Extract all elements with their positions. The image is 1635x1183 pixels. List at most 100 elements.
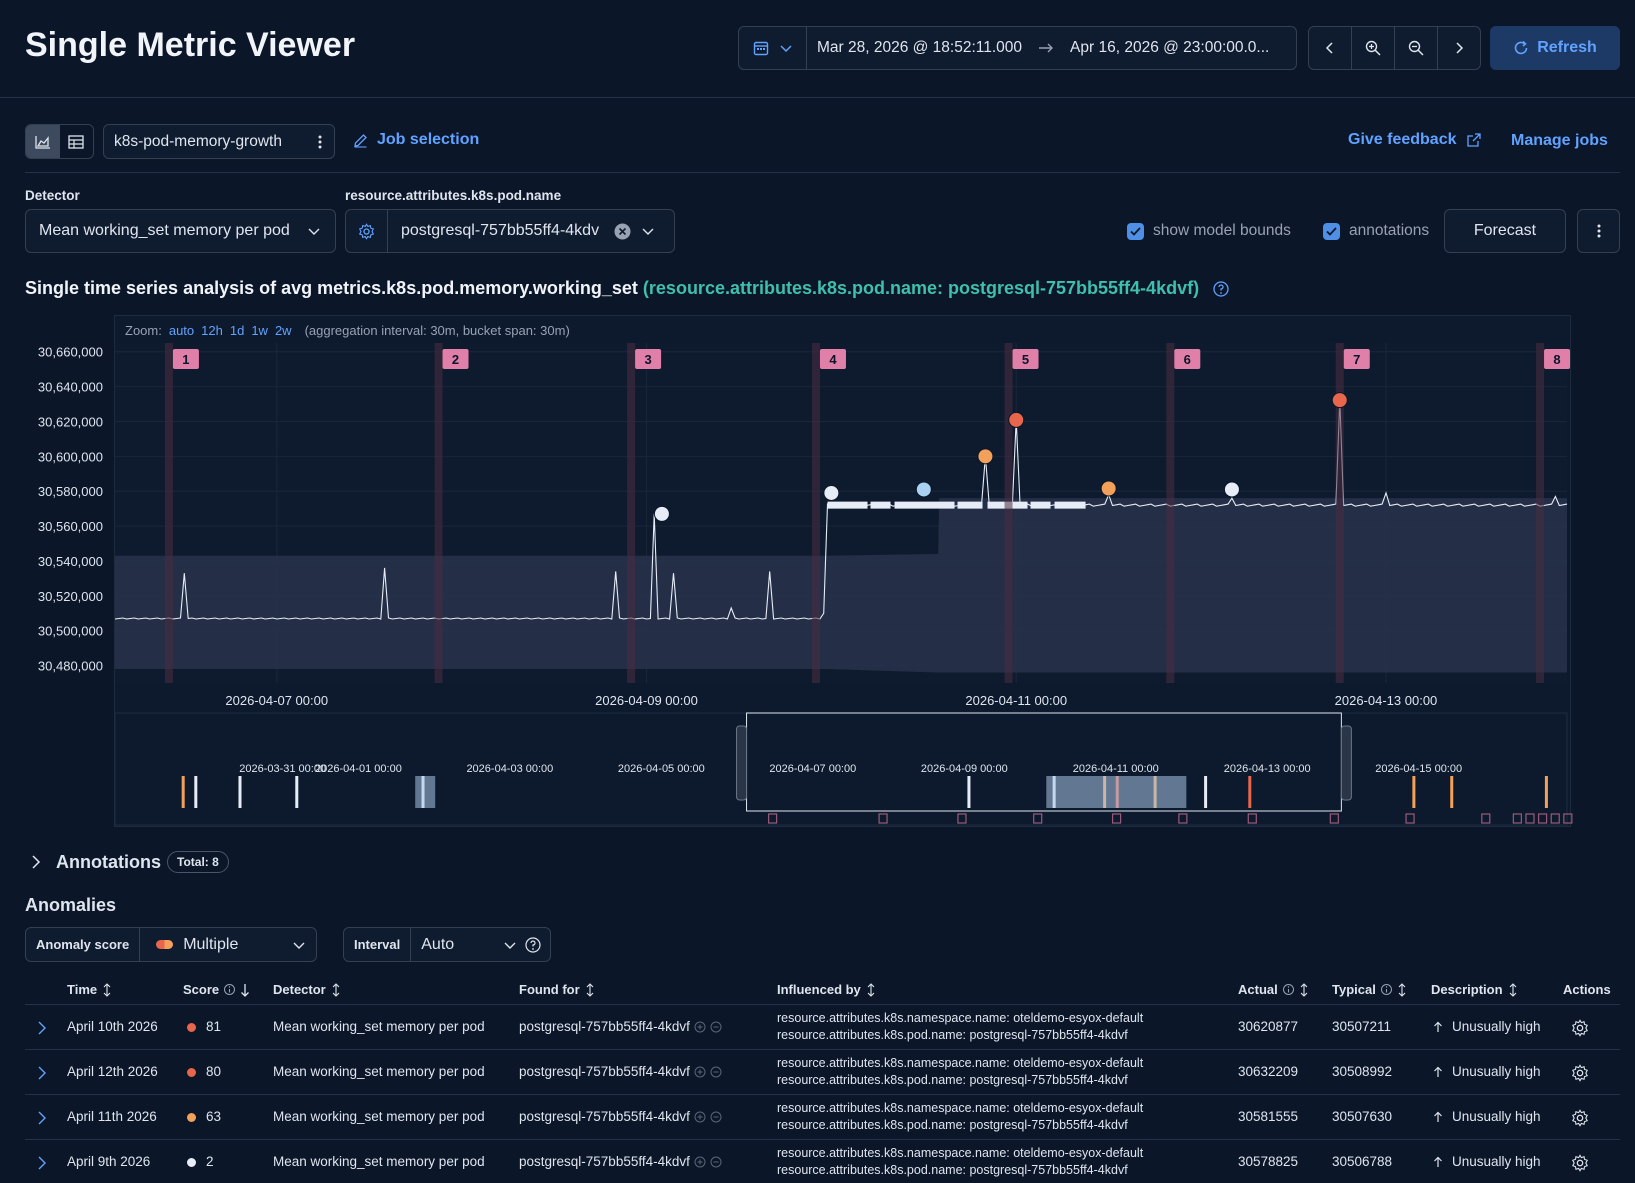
col-description-label: Description (1431, 982, 1503, 997)
chevron-right-icon (30, 855, 42, 869)
entity-settings-button[interactable] (346, 210, 388, 252)
row-time: April 9th 2026 (67, 1154, 151, 1169)
zoom-out-button[interactable] (1395, 27, 1438, 69)
chevron-left-icon (1323, 41, 1337, 55)
show-model-bounds-label: show model bounds (1153, 222, 1291, 239)
end-date[interactable]: Apr 16, 2026 @ 23:00:00.0... (1070, 39, 1270, 56)
annotation-band (627, 343, 636, 683)
gear-icon[interactable] (1571, 1154, 1589, 1172)
y-tick-label: 30,500,000 (38, 624, 103, 639)
row-typical: 30506788 (1332, 1154, 1393, 1169)
detector-select[interactable]: Mean working_set memory per pod (25, 209, 336, 253)
y-tick-label: 30,560,000 (38, 519, 103, 534)
filter-plus-icon[interactable] (694, 1111, 706, 1123)
job-selection-link[interactable]: Job selection (353, 131, 479, 149)
y-tick-label: 30,540,000 (38, 554, 103, 569)
anomaly-explorer-button[interactable] (60, 125, 94, 158)
annotation-label: 1 (182, 352, 189, 367)
next-button[interactable] (1438, 27, 1480, 69)
gear-icon[interactable] (1571, 1064, 1589, 1082)
annotations-checkbox[interactable]: annotations (1323, 222, 1429, 240)
col-actual[interactable]: Actual (1238, 982, 1309, 997)
annotations-toggle-label: annotations (1349, 222, 1430, 239)
refresh-icon (1513, 40, 1529, 56)
score-dot (187, 1157, 196, 1167)
filter-minus-icon[interactable] (710, 1111, 722, 1123)
zoom-2w[interactable]: 2w (274, 323, 292, 338)
help-icon[interactable] (525, 936, 541, 953)
quick-select-button[interactable] (739, 27, 807, 69)
zoom-auto[interactable]: auto (168, 323, 195, 338)
context-anomaly-mark (181, 776, 185, 808)
y-tick-label: 30,520,000 (38, 589, 103, 604)
chart[interactable]: 30,660,000 30,640,000 30,620,000 30,600,000… (0, 0, 1635, 840)
zoom-1d[interactable]: 1d (229, 323, 245, 338)
filter-minus-icon[interactable] (710, 1066, 722, 1078)
row-detector: Mean working_set memory per pod (273, 1109, 485, 1124)
col-description[interactable]: Description (1431, 982, 1518, 997)
sort-icon (102, 982, 112, 997)
chevron-right-icon (1452, 41, 1466, 55)
filter-plus-icon[interactable] (694, 1021, 706, 1033)
detector-label: Detector (25, 188, 80, 203)
info-icon (1380, 984, 1392, 995)
context-annotation-marker (1550, 813, 1560, 824)
expand-row-icon[interactable] (37, 1021, 47, 1035)
row-found-for-value: postgresql-757bb55ff4-4kdvf (519, 1154, 690, 1169)
y-tick-label: 30,480,000 (38, 659, 103, 674)
model-bounds-band (115, 498, 1567, 673)
entity-select[interactable]: postgresql-757bb55ff4-4kdv (345, 209, 675, 253)
expand-row-icon[interactable] (37, 1156, 47, 1170)
zoom-in-button[interactable] (1352, 27, 1395, 69)
anomaly-score-filter[interactable]: Anomaly score Multiple (25, 927, 317, 962)
refresh-button[interactable]: Refresh (1490, 26, 1620, 70)
expand-row-icon[interactable] (37, 1066, 47, 1080)
manage-jobs-link[interactable]: Manage jobs (1511, 132, 1608, 149)
date-picker[interactable]: Mar 28, 2026 @ 18:52:11.000 Apr 16, 2026… (738, 26, 1297, 70)
zoom-out-icon (1408, 40, 1424, 56)
context-annotation-marker (1512, 813, 1522, 824)
more-vertical-icon[interactable] (318, 135, 322, 149)
col-typical[interactable]: Typical (1332, 982, 1407, 997)
col-influenced-by[interactable]: Influenced by (777, 982, 876, 997)
annotation-label-box (442, 349, 469, 369)
zoom-12h[interactable]: 12h (201, 323, 223, 338)
gear-icon[interactable] (1571, 1109, 1589, 1127)
filter-minus-icon[interactable] (710, 1021, 722, 1033)
interval-value: Auto (421, 935, 455, 953)
previous-button[interactable] (1309, 27, 1352, 69)
filter-plus-icon[interactable] (694, 1156, 706, 1168)
help-icon[interactable] (1213, 280, 1229, 297)
context-annotation-marker (957, 813, 967, 824)
give-feedback-link[interactable]: Give feedback (1348, 131, 1481, 149)
filter-minus-icon[interactable] (710, 1156, 722, 1168)
context-annotation-marker (768, 813, 778, 824)
annotations-accordion[interactable]: Annotations Total: 8 (30, 851, 229, 873)
context-annotation-marker (1405, 813, 1415, 824)
zoom-label: Zoom: (125, 323, 162, 338)
zoom-1w[interactable]: 1w (251, 323, 268, 338)
calendar-icon (753, 40, 769, 56)
row-detector: Mean working_set memory per pod (273, 1064, 485, 1079)
col-score[interactable]: Score (183, 982, 250, 997)
expand-row-icon[interactable] (37, 1111, 47, 1125)
show-model-bounds-checkbox[interactable]: show model bounds (1127, 222, 1291, 240)
job-id-badge[interactable]: k8s-pod-memory-growth (103, 124, 335, 159)
col-found-for[interactable]: Found for (519, 982, 595, 997)
chevron-down-icon (503, 938, 517, 952)
row-influencer-pod: resource.attributes.k8s.pod.name: postgr… (777, 1028, 1128, 1042)
more-actions-button[interactable] (1577, 209, 1620, 253)
row-influencer-pod: resource.attributes.k8s.pod.name: postgr… (777, 1163, 1128, 1177)
forecast-button[interactable]: Forecast (1444, 209, 1566, 253)
row-time: April 12th 2026 (67, 1064, 158, 1079)
gear-icon[interactable] (1571, 1019, 1589, 1037)
filter-plus-icon[interactable] (694, 1066, 706, 1078)
interval-filter[interactable]: Interval Auto (343, 927, 551, 962)
col-detector[interactable]: Detector (273, 982, 341, 997)
start-date[interactable]: Mar 28, 2026 @ 18:52:11.000 (817, 39, 1023, 56)
row-description: Unusually high (1433, 1019, 1541, 1034)
clear-icon[interactable] (614, 223, 631, 240)
single-metric-view-button[interactable] (26, 125, 60, 158)
external-link-icon (1466, 133, 1481, 147)
col-time[interactable]: Time (67, 982, 112, 997)
